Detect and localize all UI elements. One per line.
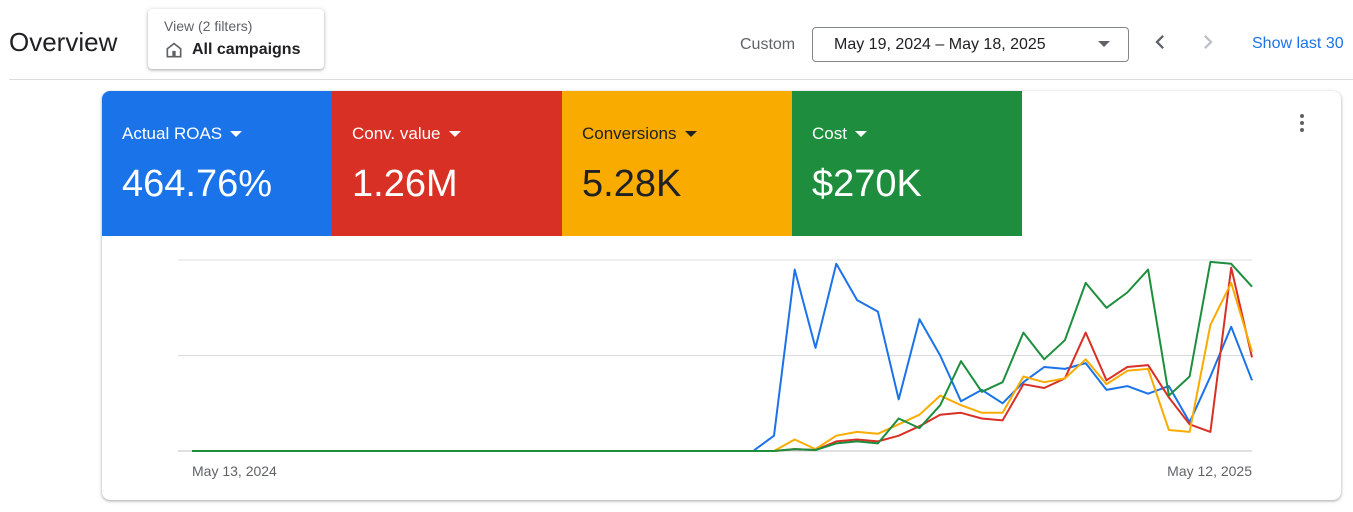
header-divider bbox=[9, 79, 1353, 80]
chevron-left-icon[interactable] bbox=[1146, 28, 1174, 56]
x-axis-start-label: May 13, 2024 bbox=[192, 463, 277, 479]
metric-dropdown-icon[interactable] bbox=[854, 131, 867, 137]
series-line-conversions bbox=[192, 281, 1253, 452]
page-title: Overview bbox=[9, 27, 118, 57]
overview-card: Actual ROAS 464.76% Conv. value 1.26M Co… bbox=[102, 91, 1341, 500]
metric-label: Cost bbox=[812, 124, 847, 143]
metric-dropdown-icon[interactable] bbox=[684, 131, 697, 137]
series-line-cost bbox=[192, 260, 1253, 452]
metric-tile-roas[interactable]: Actual ROAS 464.76% bbox=[102, 91, 332, 236]
metric-value: 464.76% bbox=[122, 163, 273, 205]
metric-label: Conv. value bbox=[352, 124, 441, 143]
metric-dropdown-icon[interactable] bbox=[448, 131, 461, 137]
dropdown-caret-icon bbox=[1098, 41, 1110, 47]
metric-tile-conv-value[interactable]: Conv. value 1.26M bbox=[332, 91, 562, 236]
home-icon bbox=[166, 42, 182, 58]
metric-label: Conversions bbox=[582, 124, 677, 143]
view-filter-button[interactable]: View (2 filters) All campaigns bbox=[148, 9, 324, 69]
date-range-dropdown[interactable]: May 19, 2024 – May 18, 2025 bbox=[812, 27, 1129, 62]
chevron-right-icon[interactable] bbox=[1194, 28, 1222, 56]
date-range-value: May 19, 2024 – May 18, 2025 bbox=[834, 35, 1046, 53]
show-last-link[interactable]: Show last 30 bbox=[1252, 35, 1344, 52]
date-mode-label: Custom bbox=[740, 36, 796, 53]
metric-label: Actual ROAS bbox=[122, 124, 223, 143]
metric-value: 5.28K bbox=[582, 163, 682, 205]
view-filter-label: View (2 filters) bbox=[164, 18, 253, 34]
metric-dropdown-icon[interactable] bbox=[230, 131, 243, 137]
metric-tile-cost[interactable]: Cost $270K bbox=[792, 91, 1022, 236]
more-vert-icon[interactable] bbox=[1290, 111, 1314, 135]
metric-value: 1.26M bbox=[352, 163, 458, 205]
metric-value: $270K bbox=[812, 163, 922, 205]
x-axis-end-label: May 12, 2025 bbox=[1167, 463, 1252, 479]
view-filter-value: All campaigns bbox=[192, 41, 301, 58]
series-line-conv-value bbox=[192, 266, 1253, 452]
metric-tile-conversions[interactable]: Conversions 5.28K bbox=[562, 91, 792, 236]
line-chart: May 13, 2024 May 12, 2025 bbox=[178, 259, 1253, 479]
